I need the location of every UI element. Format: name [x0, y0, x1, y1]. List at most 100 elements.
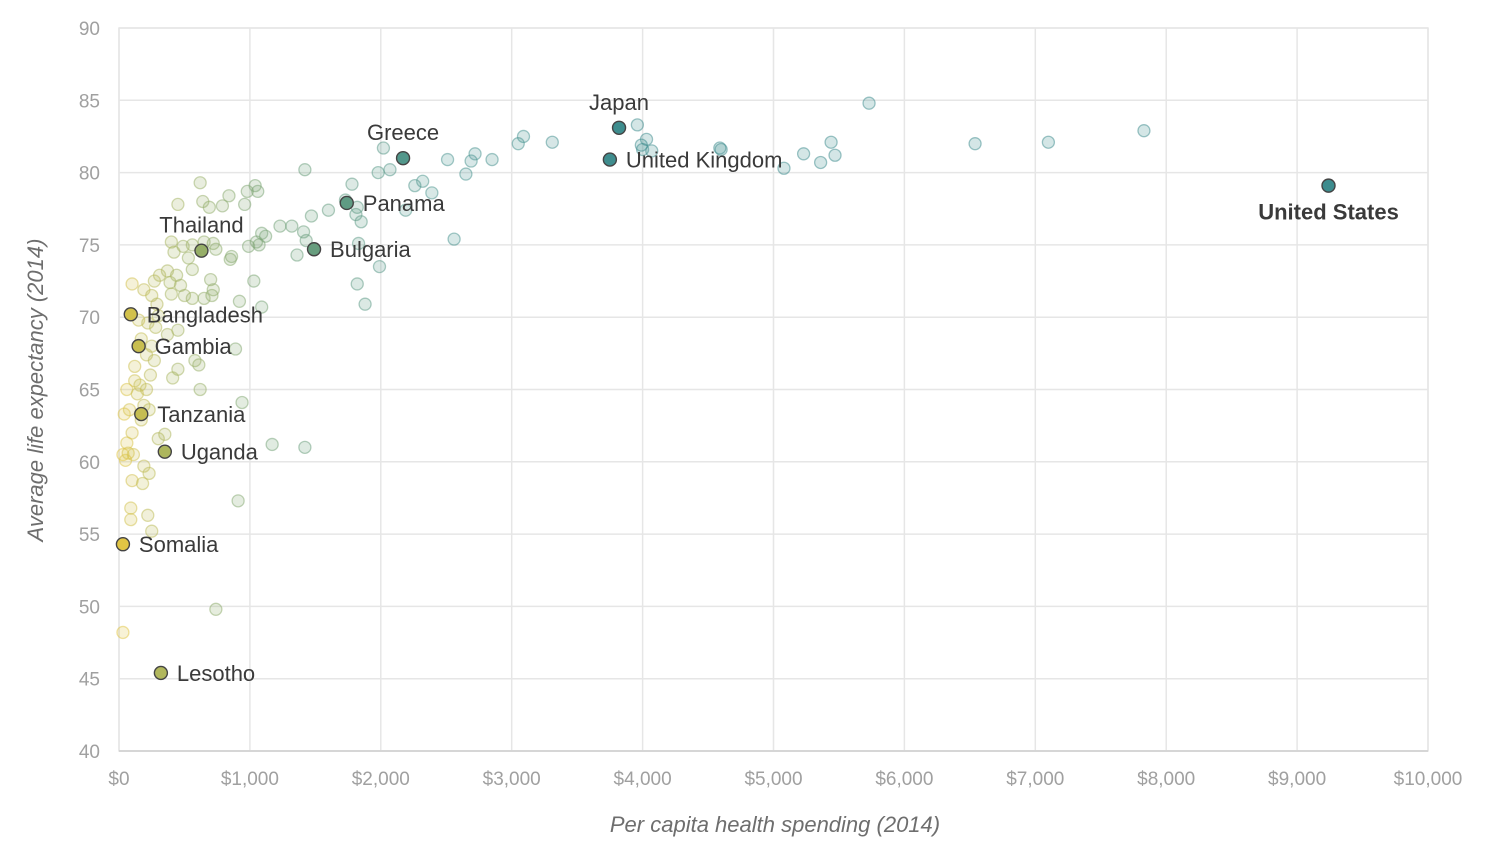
- scatter-point: [193, 176, 207, 190]
- scatter-point: [128, 359, 142, 374]
- scatter-point: [222, 189, 236, 203]
- scatter-point: [193, 382, 207, 397]
- scatter-point: [345, 177, 359, 191]
- scatter-point: [351, 236, 366, 251]
- scatter-point: [116, 625, 130, 640]
- data-points: [116, 96, 1151, 640]
- scatter-point: [141, 508, 155, 522]
- highlighted-point: [602, 152, 618, 167]
- scatter-point: [117, 407, 131, 421]
- scatter-point: [202, 200, 216, 214]
- y-tick-label: 70: [79, 308, 100, 329]
- highlighted-point: [1321, 178, 1336, 193]
- scatter-point: [177, 288, 192, 303]
- scatter-point: [120, 436, 134, 450]
- scatter-point: [231, 494, 245, 508]
- scatter-point: [468, 147, 482, 161]
- y-tick-label: 65: [79, 381, 100, 402]
- scatter-point: [464, 154, 478, 168]
- scatter-point: [459, 167, 473, 181]
- grid: [118, 27, 1429, 752]
- y-tick-label: 40: [79, 742, 100, 763]
- scatter-point: [223, 252, 237, 267]
- scatter-point: [209, 242, 223, 256]
- scatter-point: [158, 427, 172, 441]
- point-label: Bangladesh: [147, 302, 263, 327]
- scatter-point: [416, 174, 430, 188]
- scatter-point: [215, 199, 230, 213]
- scatter-point: [125, 426, 139, 440]
- scatter-point: [714, 142, 728, 157]
- scatter-point: [299, 233, 313, 248]
- y-tick-label: 55: [79, 525, 100, 546]
- scatter-point: [192, 358, 206, 372]
- highlighted-point: [123, 307, 138, 322]
- highlighted-point: [339, 195, 354, 211]
- point-label: United Kingdom: [626, 148, 783, 173]
- point-label: Tanzania: [157, 402, 246, 427]
- scatter-point: [321, 203, 336, 217]
- scatter-point: [485, 152, 499, 167]
- scatter-point: [813, 155, 828, 170]
- scatter-point: [358, 297, 372, 311]
- x-tick-label: $10,000: [1394, 769, 1463, 790]
- highlighted-point: [611, 120, 627, 135]
- scatter-point: [383, 163, 397, 177]
- scatter-point: [124, 512, 138, 527]
- scatter-point: [290, 248, 304, 262]
- x-tick-label: $2,000: [352, 769, 410, 790]
- scatter-point: [130, 387, 144, 401]
- scatter-point: [777, 161, 791, 175]
- highlighted-point: [153, 665, 169, 681]
- scatter-point: [828, 148, 842, 162]
- point-label: Uganda: [181, 440, 259, 465]
- highlighted-point: [395, 150, 411, 166]
- scatter-point: [265, 437, 279, 452]
- y-tick-label: 80: [79, 164, 100, 185]
- scatter-point: [160, 327, 175, 342]
- scatter-point: [125, 277, 139, 291]
- scatter-point: [228, 342, 243, 356]
- highlighted-point: [306, 242, 322, 257]
- scatter-point: [645, 144, 659, 158]
- scatter-point: [968, 137, 982, 151]
- scatter-point: [824, 135, 838, 149]
- scatter-point: [203, 272, 218, 287]
- scatter-point: [425, 186, 439, 200]
- scatter-point: [240, 184, 254, 199]
- point-label: Gambia: [155, 334, 233, 359]
- scatter-point: [247, 274, 261, 288]
- highlighted-point: [157, 444, 173, 459]
- scatter-point: [149, 320, 163, 334]
- scatter-point: [273, 219, 287, 233]
- x-tick-label: $7,000: [1006, 769, 1064, 790]
- point-labels: Japan Greece United Kingdom United States Pa…: [139, 90, 1399, 686]
- scatter-point: [249, 235, 264, 249]
- scatter-point: [185, 262, 199, 277]
- x-tick-label: $0: [108, 769, 129, 790]
- scatter-point: [147, 274, 161, 288]
- y-tick-label: 90: [79, 19, 100, 40]
- scatter-point: [354, 215, 368, 229]
- scatter-point: [171, 197, 185, 212]
- scatter-point: [545, 135, 559, 149]
- highlighted-point: [115, 537, 131, 552]
- scatter-point: [440, 152, 455, 167]
- scatter-point: [862, 96, 876, 110]
- point-label: Japan: [589, 90, 649, 115]
- scatter-point: [376, 141, 391, 155]
- scatter-point: [399, 203, 413, 217]
- scatter-point: [1041, 135, 1056, 149]
- x-tick-label: $8,000: [1137, 769, 1195, 790]
- scatter-point: [372, 259, 387, 274]
- point-label: Panama: [363, 191, 446, 216]
- scatter-point: [164, 235, 179, 249]
- scatter-point: [232, 294, 247, 308]
- point-label: Somalia: [139, 532, 219, 557]
- scatter-point: [511, 137, 525, 151]
- scatter-point: [796, 147, 811, 161]
- y-tick-label: 50: [79, 597, 100, 618]
- highlighted-point: [131, 338, 146, 354]
- scatter-point: [135, 476, 150, 491]
